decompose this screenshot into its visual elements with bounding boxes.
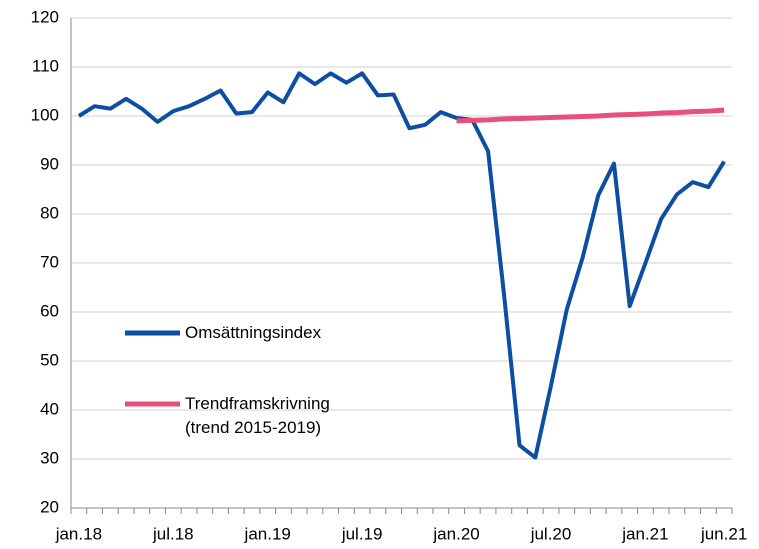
x-tick-label: jul.18 [152, 524, 194, 543]
line-series [77, 71, 726, 460]
y-tick-label: 20 [40, 497, 59, 516]
x-tick-label: jan.18 [55, 524, 102, 543]
x-tick-label: jan.20 [432, 524, 479, 543]
legend-label: Trendframskrivning (trend 2015-2019) [185, 394, 330, 437]
y-tick-label: 70 [40, 252, 59, 271]
x-tick-label: jan.21 [621, 524, 668, 543]
x-tick-label: jul.20 [530, 524, 572, 543]
y-tick-label: 110 [32, 56, 59, 75]
y-tick-label: 120 [31, 7, 59, 26]
y-tick-label: 40 [40, 399, 59, 418]
x-tick-label: jun.21 [700, 524, 747, 543]
y-tick-label: 60 [40, 301, 59, 320]
legend-label: Omsättningsindex [185, 323, 322, 342]
y-tick-label: 90 [40, 154, 59, 173]
line-series [456, 107, 725, 124]
y-tick-label: 50 [40, 350, 59, 369]
y-tick-label: 100 [31, 105, 59, 124]
x-tick-label: jan.19 [244, 524, 291, 543]
y-tick-label: 80 [40, 203, 59, 222]
x-tick-label: jul.19 [341, 524, 383, 543]
y-tick-label: 30 [40, 448, 59, 467]
